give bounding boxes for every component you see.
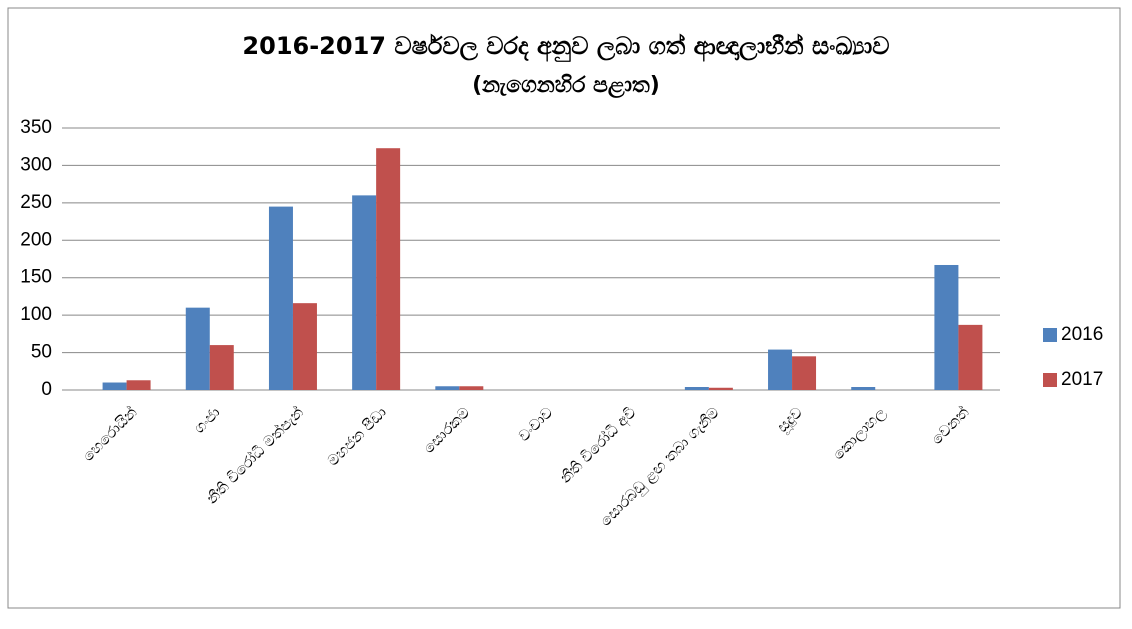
y-tick-label: 100 [20, 304, 52, 325]
bar [185, 307, 210, 390]
bar [684, 387, 709, 390]
bar [792, 356, 817, 390]
y-tick-label: 0 [41, 379, 52, 400]
legend-swatch [1043, 373, 1057, 387]
bar [352, 195, 377, 390]
bar [958, 324, 983, 390]
bar [708, 387, 733, 390]
y-tick-label: 200 [20, 229, 52, 250]
bar [934, 264, 959, 390]
y-tick-label: 50 [31, 342, 52, 363]
bar [292, 303, 317, 390]
bar [768, 349, 793, 390]
bar [268, 206, 293, 390]
legend-label: 2017 [1061, 369, 1103, 390]
bar [209, 345, 234, 390]
bar [851, 387, 876, 390]
chart-subtitle: (නැගෙනහිර පළාත) [472, 73, 660, 99]
y-tick-label: 150 [20, 267, 52, 288]
chart-title: 2016-2017 වර්ෂවල වරද අනුව ලබා ගත් ආඥාලාභ… [242, 32, 889, 62]
legend-swatch [1043, 328, 1057, 342]
y-tick-label: 350 [20, 117, 52, 138]
y-tick-label: 250 [20, 192, 52, 213]
bar [435, 386, 460, 390]
bar [459, 386, 484, 390]
legend-label: 2016 [1061, 324, 1103, 345]
bar [102, 382, 127, 390]
bar [126, 380, 151, 390]
bar [376, 148, 401, 390]
y-tick-label: 300 [20, 154, 52, 175]
